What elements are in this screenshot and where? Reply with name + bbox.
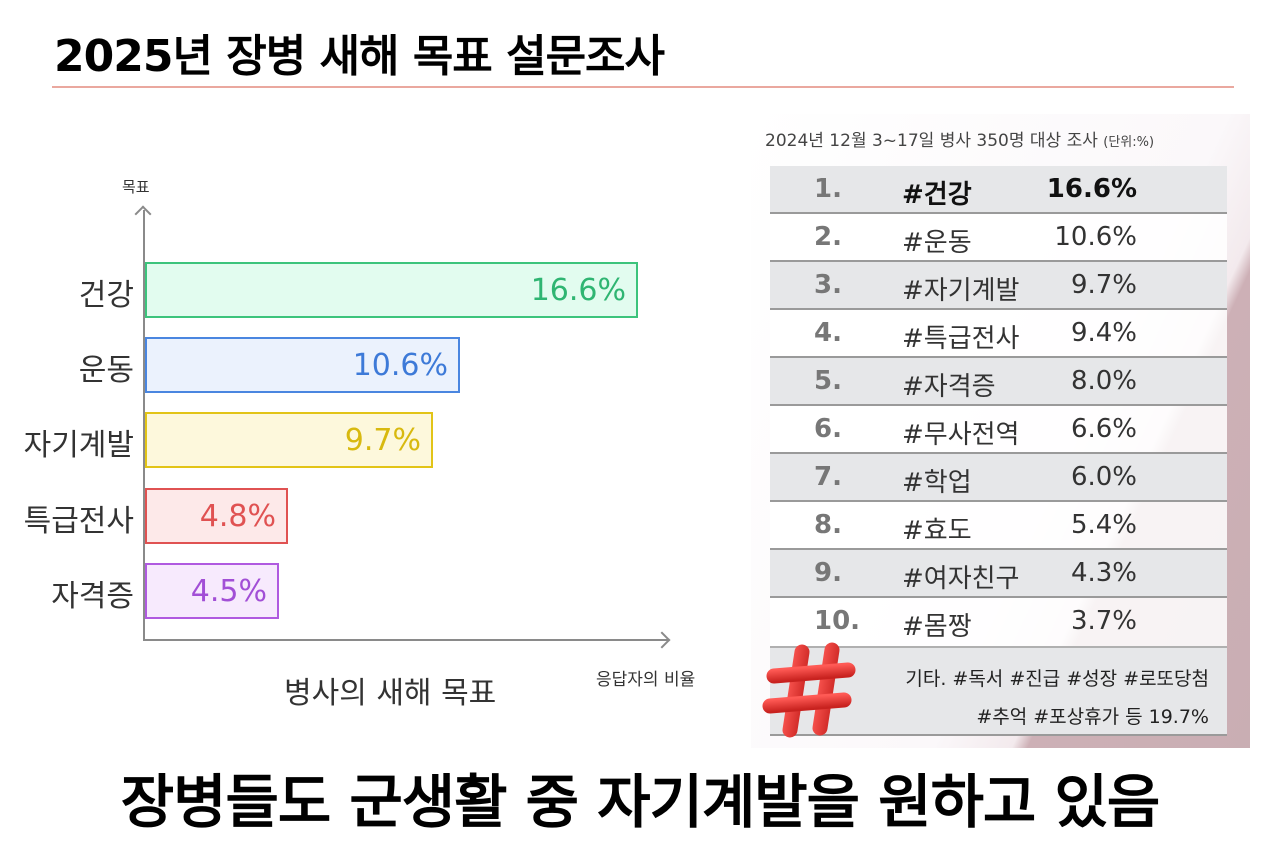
rank-percent: 4.3% [1070,558,1137,588]
ranking-row: 3. #자기계발 9.7% [770,262,1227,310]
bar-row: 특급전사 4.8% [0,488,740,544]
ranking-row: 9. #여자친구 4.3% [770,550,1227,598]
rank-number: 2. [814,222,842,252]
x-axis-label: 응답자의 비율 [596,670,696,690]
survey-info: 2024년 12월 3~17일 병사 350명 대상 조사 [765,131,1098,151]
rank-percent: 5.4% [1070,510,1137,540]
rank-tag: #여자친구 [902,564,1020,594]
ranking-panel: 2024년 12월 3~17일 병사 350명 대상 조사 (단위:%) 1. … [751,114,1250,748]
unit-label: (단위:%) [1103,135,1155,150]
bar-chart: 목표 건강 16.6% 운동 10.6% 자기계발 9.7% 특급전사 4.8%… [0,160,740,720]
hashtag-icon [762,642,856,738]
etc-tags: 기타. #독서 #진급 #성장 #로또당첨 [905,668,1209,690]
rank-number: 6. [814,414,842,444]
y-axis [143,210,145,640]
rank-tag: #자격증 [902,372,996,402]
bar-value: 16.6% [530,272,626,308]
rank-tag: #효도 [902,516,972,546]
ranking-row: 4. #특급전사 9.4% [770,310,1227,358]
rank-number: 5. [814,366,842,396]
bar-row: 자격증 4.5% [0,563,740,619]
rank-percent: 6.0% [1070,462,1137,492]
rank-percent: 6.6% [1070,414,1137,444]
rank-percent: 16.6% [1046,174,1137,204]
bar-category: 자기계발 [23,428,134,463]
panel-subtitle: 2024년 12월 3~17일 병사 350명 대상 조사 (단위:%) [765,126,1154,151]
ranking-row: 8. #효도 5.4% [770,502,1227,550]
ranking-row: 6. #무사전역 6.6% [770,406,1227,454]
bar: 4.8% [145,488,288,544]
bar: 16.6% [145,262,638,318]
bar-category: 자격증 [51,579,134,614]
bar-value: 4.8% [199,498,276,534]
bar-value: 9.7% [344,422,421,458]
bar-category: 건강 [78,278,134,313]
bar: 4.5% [145,563,279,619]
rank-number: 10. [814,606,861,636]
rank-tag: #자기계발 [902,276,1020,306]
rank-tag: #건강 [902,180,972,210]
x-axis-arrow-icon [653,631,671,649]
ranking-row: 1. #건강 16.6% [770,166,1227,214]
rank-number: 7. [814,462,842,492]
summary-banner: 장병들도 군생활 중 자기계발을 원하고 있음 [120,768,1160,836]
ranking-row: 5. #자격증 8.0% [770,358,1227,406]
ranking-row: 7. #학업 6.0% [770,454,1227,502]
rank-tag: #운동 [902,228,972,258]
bar-category: 특급전사 [23,504,134,539]
rank-number: 1. [814,174,842,204]
bar-value: 10.6% [352,347,448,383]
rank-percent: 9.7% [1070,270,1137,300]
bar-row: 건강 16.6% [0,262,740,318]
rank-number: 4. [814,318,842,348]
rank-tag: #무사전역 [902,420,1020,450]
bar: 9.7% [145,412,433,468]
title-divider [52,86,1234,88]
bar: 10.6% [145,337,460,393]
ranking-row: 2. #운동 10.6% [770,214,1227,262]
rank-number: 3. [814,270,842,300]
ranking-row: 10. #몸짱 3.7% [770,598,1227,646]
chart-title: 병사의 새해 목표 [284,676,497,711]
rank-tag: #학업 [902,468,972,498]
etc-tags-percent: #추억 #포상휴가 등 19.7% [976,706,1209,728]
rank-number: 9. [814,558,842,588]
bar-category: 운동 [78,353,134,388]
bar-value: 4.5% [190,573,267,609]
bar-row: 운동 10.6% [0,337,740,393]
etc-row: 기타. #독서 #진급 #성장 #로또당첨 #추억 #포상휴가 등 19.7% [770,646,1227,736]
rank-percent: 9.4% [1070,318,1137,348]
rank-tag: #특급전사 [902,324,1020,354]
x-axis [143,639,668,641]
y-axis-label: 목표 [122,178,150,196]
page-title: 2025년 장병 새해 목표 설문조사 [54,31,665,82]
rank-percent: 10.6% [1054,222,1137,252]
bar-row: 자기계발 9.7% [0,412,740,468]
rank-number: 8. [814,510,842,540]
rank-percent: 8.0% [1070,366,1137,396]
rank-percent: 3.7% [1070,606,1137,636]
rank-tag: #몸짱 [902,612,972,642]
